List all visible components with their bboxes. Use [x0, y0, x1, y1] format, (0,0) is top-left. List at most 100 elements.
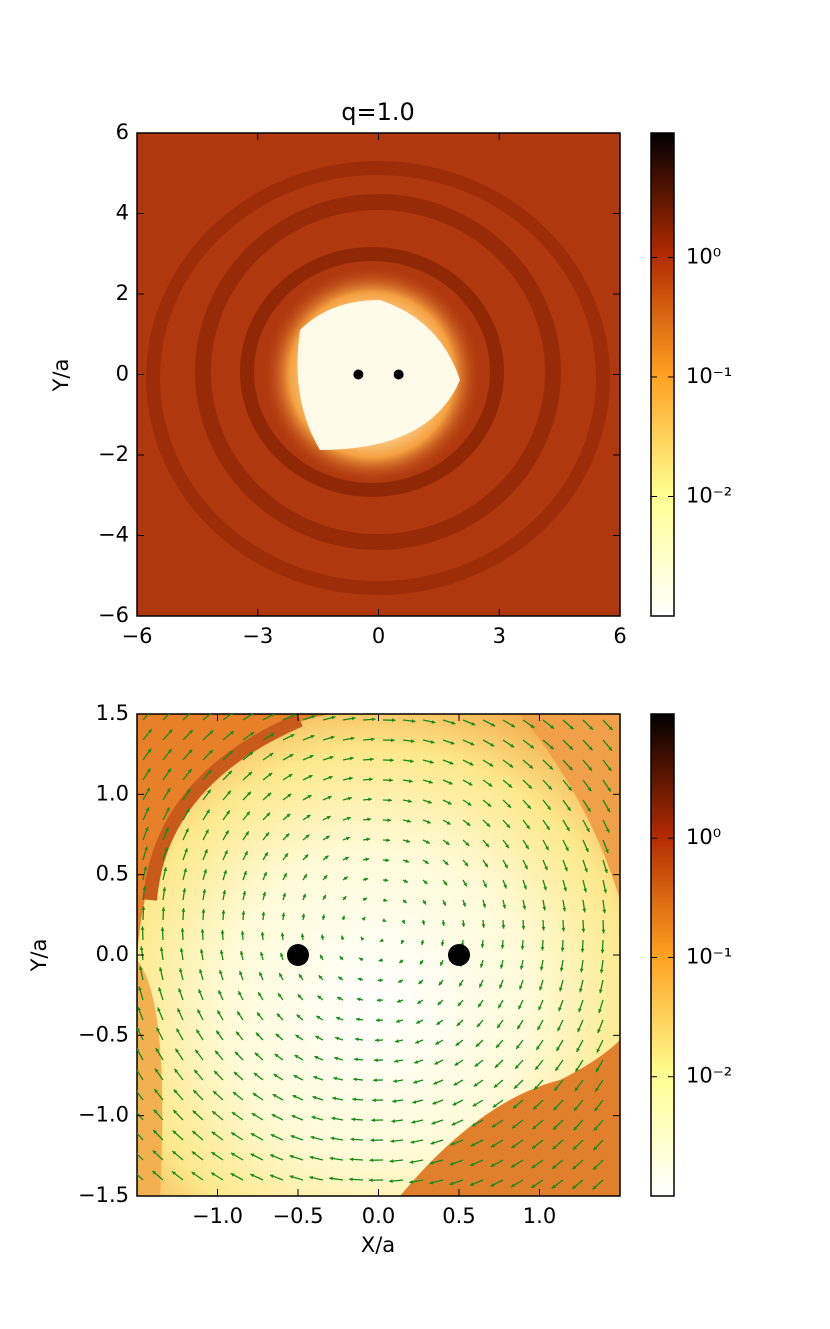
flow-arrow-head	[425, 840, 430, 844]
flow-arrow-head	[396, 999, 401, 1003]
flow-arrow-head	[325, 835, 330, 840]
flow-arrow-head	[521, 925, 526, 930]
flow-arrow-head	[213, 1090, 217, 1095]
flow-arrow-head	[315, 1036, 320, 1040]
flow-arrow-head	[230, 1152, 235, 1157]
flow-arrow-head	[567, 806, 571, 811]
flow-arrow-head	[577, 1028, 581, 1033]
flow-arrow-head	[158, 987, 162, 992]
flow-arrow-head	[251, 1113, 256, 1117]
flow-arrow-head	[321, 914, 326, 919]
flow-arrow-head	[264, 852, 268, 857]
flow-arrow-head	[508, 783, 513, 788]
flow-arrow-head	[162, 887, 167, 891]
flow-arrow-head	[218, 990, 222, 995]
flow-arrow-head	[530, 724, 535, 728]
flow-arrow-head	[344, 856, 349, 861]
flow-arrow-head	[331, 1116, 336, 1121]
flow-arrow-head	[543, 886, 547, 891]
flow-arrow-head	[387, 818, 391, 823]
flow-arrow-head	[296, 1014, 301, 1019]
flow-arrow-head	[202, 889, 207, 893]
flow-arrow-head	[444, 861, 449, 865]
flow-arrow-head	[291, 1114, 296, 1119]
flow-arrow-head	[389, 1179, 393, 1183]
flow-arrow-head	[154, 1068, 159, 1073]
flow-arrow-head	[137, 1089, 139, 1092]
flow-arrow-head	[593, 1146, 598, 1151]
flow-arrow-head	[424, 860, 429, 864]
flow-arrow-head	[286, 813, 291, 818]
flow-arrow	[137, 1090, 144, 1101]
flow-arrow-head	[520, 945, 525, 950]
flow-arrow-head	[287, 793, 292, 798]
flow-arrow-head	[529, 764, 534, 769]
y-tick-label: 1.5	[96, 701, 129, 725]
flow-arrow-head	[161, 907, 166, 911]
flow-arrow-head	[153, 1129, 158, 1134]
flow-arrow-head	[342, 896, 347, 901]
flow-arrow-head	[288, 774, 293, 778]
flow-arrow-head	[421, 921, 426, 925]
flow-arrow-head	[257, 1012, 261, 1017]
flow-arrow-head	[183, 868, 188, 873]
flow-arrow-head	[232, 1091, 237, 1096]
flow-arrow-head	[407, 819, 411, 823]
flow-arrow-head	[172, 1130, 177, 1135]
flow-arrow-head	[343, 876, 348, 881]
flow-arrow-head	[403, 879, 408, 883]
flow-arrow-head	[549, 765, 553, 770]
flow-arrow-head	[254, 1052, 259, 1057]
flow-arrow-head	[391, 738, 395, 743]
flow-arrow-head	[148, 729, 152, 734]
flow-arrow-head	[532, 1125, 537, 1130]
flow-arrow-head	[410, 739, 415, 743]
flow-arrow-head	[426, 820, 431, 824]
flow-arrow-head	[198, 989, 202, 994]
x-tick-label: −0.5	[273, 1204, 324, 1228]
flow-arrow-head	[140, 926, 145, 930]
flow-arrow-head	[418, 980, 423, 985]
flow-arrow-head	[178, 988, 182, 993]
flow-arrow-head	[390, 758, 394, 763]
flow-arrow-head	[330, 735, 335, 740]
flow-arrow-head	[601, 929, 606, 934]
flow-arrow-head	[271, 1114, 276, 1118]
flow-arrow-head	[603, 889, 608, 894]
flow-arrow-head	[211, 714, 213, 715]
flow-arrow-head	[574, 1087, 579, 1092]
flow-arrow-head	[173, 1109, 178, 1114]
flow-arrow-head	[505, 844, 509, 849]
flow-arrow-head	[356, 997, 361, 1002]
flow-arrow-head	[504, 864, 508, 869]
flow-arrow-head	[282, 892, 287, 897]
flow-arrow-head	[352, 1097, 356, 1102]
flow-arrow-head	[326, 816, 331, 820]
flow-arrow-head	[309, 755, 314, 759]
flow-arrow-head	[176, 1028, 180, 1033]
flow-arrow-head	[490, 742, 495, 747]
flow-arrow-head	[431, 720, 436, 724]
flow-arrow-head	[528, 784, 532, 789]
flow-arrow-head	[306, 814, 311, 819]
flow-arrow-head	[514, 1084, 518, 1089]
flow-arrow-head	[401, 919, 406, 924]
flow-arrow-head	[556, 1046, 560, 1051]
flow-arrow-head	[281, 912, 286, 917]
flow-arrow-head	[370, 737, 375, 742]
flow-arrow-head	[506, 824, 510, 828]
flow-arrow-head	[395, 1039, 399, 1043]
flow-arrow-head	[212, 1111, 217, 1115]
flow-arrow-head	[597, 1029, 601, 1033]
flow-arrow-head	[451, 1121, 456, 1126]
flow-arrow	[182, 714, 191, 721]
flow-arrow-head	[186, 808, 190, 813]
flow-arrow-head	[185, 828, 189, 833]
flow-arrow-head	[265, 832, 269, 837]
flow-arrow-head	[209, 730, 214, 735]
flow-arrow-head	[227, 790, 231, 795]
flow-arrow-head	[204, 849, 208, 854]
flow-arrow-head	[295, 1034, 300, 1039]
flow-arrow-head	[345, 836, 350, 841]
flow-arrow-head	[488, 782, 493, 787]
